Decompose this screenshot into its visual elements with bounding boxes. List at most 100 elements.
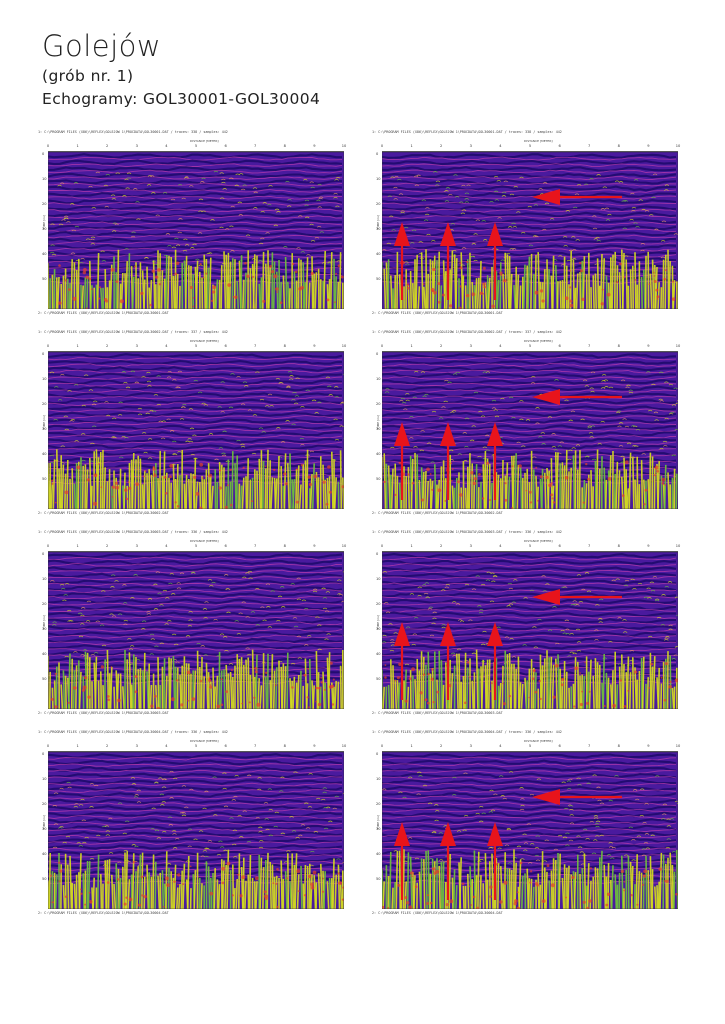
x-tick-label: 10	[675, 544, 681, 548]
x-tick-label: 2	[440, 344, 443, 348]
x-tick-label: 10	[675, 344, 681, 348]
x-tick-label: 5	[528, 344, 532, 348]
reflection-speckles	[49, 170, 344, 267]
x-tick-label: 2	[440, 744, 443, 748]
arrow-up-icon	[487, 822, 503, 900]
x-tick-label: 7	[254, 344, 257, 348]
x-tick-label: 10	[341, 344, 347, 348]
echogram-image	[48, 152, 344, 309]
file-path-footer: 2: C:\PROGRAM FILES (X86)\REFLEX\GOLEJOW…	[38, 911, 169, 915]
x-tick-label: 5	[194, 544, 198, 548]
x-axis-ticks: 0 1 2 3 4 5 6 7 8 9 10	[381, 344, 681, 350]
y-tick-label: 20	[376, 402, 381, 406]
file-path-header: 1: C:\PROGRAM FILES (X86)\REFLEX\GOLEJOW…	[38, 330, 228, 334]
x-tick-label: 2	[106, 544, 109, 548]
echogram-panel-annotated: 1: C:\PROGRAM FILES (X86)\REFLEX\GOLEJOW…	[372, 130, 686, 320]
file-path-footer: 2: C:\PROGRAM FILES (X86)\REFLEX\GOLEJOW…	[38, 311, 169, 315]
x-tick-label: 9	[313, 544, 316, 548]
echogram-image	[382, 352, 678, 509]
echogram-image	[382, 552, 678, 709]
y-tick-label: 0	[42, 552, 45, 556]
x-tick-label: 5	[528, 744, 532, 748]
x-tick-label: 0	[46, 744, 50, 748]
y-tick-label: 50	[42, 877, 47, 881]
echogram-panel-plain: 1: C:\PROGRAM FILES (X86)\REFLEX\GOLEJOW…	[38, 130, 352, 320]
x-tick-label: 4	[165, 344, 168, 348]
x-tick-label: 6	[224, 344, 227, 348]
arrow-up-icon	[440, 622, 456, 700]
x-axis-line	[48, 551, 344, 552]
y-tick-label: 10	[42, 577, 47, 581]
x-tick-label: 1	[410, 744, 413, 748]
x-tick-label: 7	[254, 544, 257, 548]
y-tick-label: 20	[42, 402, 47, 406]
bottom-noise-band	[48, 849, 344, 909]
x-tick-label: 3	[135, 344, 138, 348]
y-tick-label: 30	[42, 427, 47, 431]
y-tick-label: 0	[376, 552, 379, 556]
x-tick-label: 3	[469, 744, 472, 748]
y-tick-label: 30	[376, 827, 381, 831]
x-tick-label: 2	[440, 144, 443, 148]
reflection-speckles	[49, 370, 344, 466]
y-tick-label: 0	[42, 352, 45, 356]
y-tick-label: 50	[42, 677, 47, 681]
y-tick-label: 20	[376, 202, 381, 206]
y-tick-label: 0	[376, 152, 379, 156]
x-tick-label: 8	[283, 144, 286, 148]
x-tick-label: 0	[380, 544, 384, 548]
arrow-up-icon	[394, 222, 410, 300]
x-tick-label: 4	[499, 744, 502, 748]
x-tick-label: 7	[254, 744, 257, 748]
x-axis-line	[382, 151, 678, 152]
x-tick-label: 2	[440, 544, 443, 548]
x-tick-label: 10	[675, 744, 681, 748]
x-tick-label: 10	[341, 744, 347, 748]
y-tick-label: 40	[42, 852, 47, 856]
file-path-footer: 2: C:\PROGRAM FILES (X86)\REFLEX\GOLEJOW…	[372, 511, 503, 515]
echogram-panel-plain: 1: C:\PROGRAM FILES (X86)\REFLEX\GOLEJOW…	[38, 530, 352, 720]
y-tick-label: 0	[42, 152, 45, 156]
x-tick-label: 9	[647, 744, 650, 748]
file-path-header: 1: C:\PROGRAM FILES (X86)\REFLEX\GOLEJOW…	[38, 530, 228, 534]
x-tick-label: 6	[224, 144, 227, 148]
x-tick-label: 8	[617, 144, 620, 148]
x-tick-label: 1	[410, 544, 413, 548]
y-tick-label: 40	[376, 452, 381, 456]
reflection-stripes	[48, 353, 343, 485]
y-tick-label: 20	[42, 202, 47, 206]
x-axis-ticks: 0 1 2 3 4 5 6 7 8 9 10	[380, 544, 681, 550]
x-tick-label: 1	[76, 144, 79, 148]
x-axis-line	[48, 151, 344, 152]
arrow-up-icon	[394, 622, 410, 700]
y-tick-label: 50	[376, 477, 381, 481]
bottom-noise-band	[382, 849, 678, 909]
y-tick-label: 50	[42, 277, 47, 281]
y-tick-label: 30	[376, 227, 381, 231]
x-tick-label: 6	[558, 544, 561, 548]
reflection-speckles	[50, 570, 344, 666]
x-tick-label: 5	[528, 544, 532, 548]
reflection-stripes	[48, 553, 343, 685]
reflection-stripes	[382, 353, 677, 484]
distance-axis-label: DISTANCE [METER]	[190, 139, 219, 143]
x-tick-label: 1	[76, 744, 79, 748]
bottom-noise-band	[48, 449, 344, 509]
x-tick-label: 6	[558, 744, 561, 748]
x-tick-label: 9	[313, 344, 316, 348]
x-tick-label: 0	[46, 544, 50, 548]
arrow-up-icon	[487, 622, 503, 700]
arrow-left-icon	[532, 789, 622, 805]
y-tick-label: 0	[42, 752, 45, 756]
file-path-footer: 2: C:\PROGRAM FILES (X86)\REFLEX\GOLEJOW…	[372, 911, 503, 915]
distance-axis-label: DISTANCE [METER]	[190, 539, 219, 543]
arrow-up-icon	[394, 822, 410, 900]
y-tick-label: 10	[42, 177, 47, 181]
file-path-footer: 2: C:\PROGRAM FILES (X86)\REFLEX\GOLEJOW…	[38, 711, 169, 715]
x-tick-label: 1	[410, 144, 413, 148]
reflection-speckles	[382, 571, 678, 667]
x-tick-label: 5	[194, 344, 198, 348]
x-tick-label: 9	[647, 544, 650, 548]
x-tick-label: 3	[469, 344, 472, 348]
y-tick-label: 0	[376, 352, 379, 356]
